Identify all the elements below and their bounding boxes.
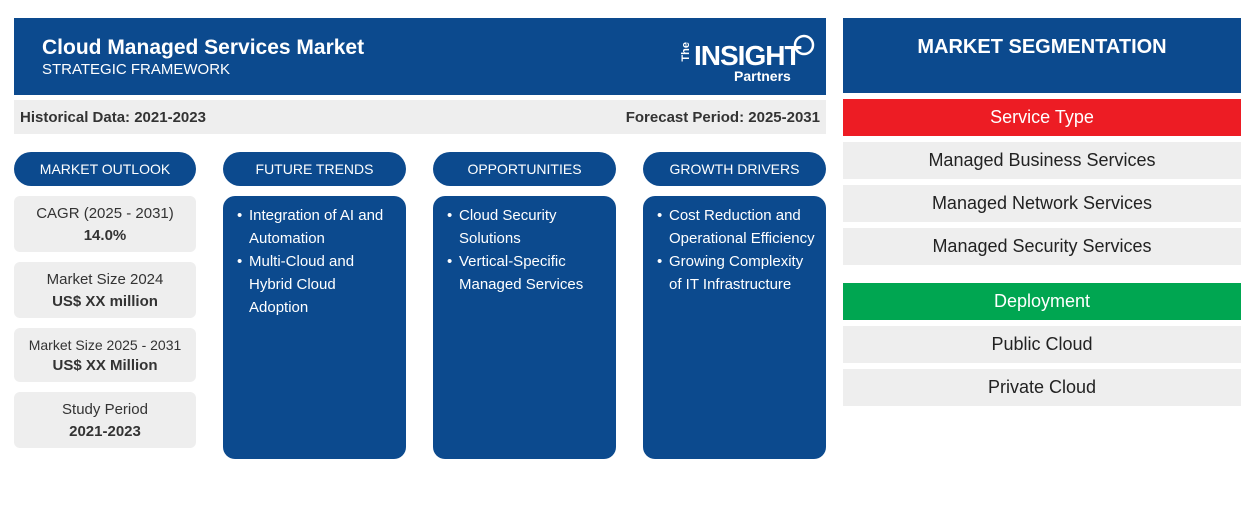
insight-partners-logo: The INSIGHT Partners [666,28,816,90]
list-item: Growing Complexity of IT Infrastructure [657,250,816,296]
list-item: Cloud Security Solutions [447,204,606,250]
stat-label: Market Size 2024 [46,271,164,288]
stat-label: Study Period [62,401,148,418]
future-trends-heading: FUTURE TRENDS [223,152,406,186]
stat-card-cagr: CAGR (2025 - 2031) 14.0% [14,196,196,252]
header-banner: Cloud Managed Services Market STRATEGIC … [14,18,826,95]
stat-label: Market Size 2025 - 2031 [28,337,182,353]
stat-value: US$ XX million [52,293,158,310]
lightbulb-icon [793,34,815,56]
market-outlook-heading: MARKET OUTLOOK [14,152,196,186]
segment-item: Private Cloud [843,369,1241,406]
stat-label: CAGR (2025 - 2031) [36,205,174,222]
logo-insight-text: INSIGHT [694,40,802,71]
stat-card-market-size-forecast: Market Size 2025 - 2031 US$ XX Million [14,328,196,382]
historical-data-label: Historical Data: 2021-2023 [20,109,206,126]
segment-item: Public Cloud [843,326,1241,363]
stat-value: US$ XX Million [52,357,158,374]
page-subtitle: STRATEGIC FRAMEWORK [42,61,231,78]
list-item: Integration of AI and Automation [237,204,396,250]
opportunities-panel: Cloud Security Solutions Vertical-Specif… [433,196,616,459]
growth-drivers-panel: Cost Reduction and Operational Efficienc… [643,196,826,459]
page-title: Cloud Managed Services Market [42,36,365,59]
market-segmentation-title: MARKET SEGMENTATION [843,18,1241,93]
opportunities-heading: OPPORTUNITIES [433,152,616,186]
list-item: Vertical-Specific Managed Services [447,250,606,296]
period-bar: Historical Data: 2021-2023 Forecast Peri… [14,100,826,134]
list-item: Multi-Cloud and Hybrid Cloud Adoption [237,250,396,319]
segment-item: Managed Business Services [843,142,1241,179]
stat-card-market-size-2024: Market Size 2024 US$ XX million [14,262,196,318]
segment-heading-service-type: Service Type [843,99,1241,136]
growth-drivers-heading: GROWTH DRIVERS [643,152,826,186]
list-item: Cost Reduction and Operational Efficienc… [657,204,816,250]
future-trends-panel: Integration of AI and Automation Multi-C… [223,196,406,459]
segment-heading-deployment: Deployment [843,283,1241,320]
segment-item: Managed Network Services [843,185,1241,222]
stat-value: 2021-2023 [69,423,141,440]
stat-value: 14.0% [83,227,127,244]
forecast-period-label: Forecast Period: 2025-2031 [625,109,820,126]
logo-the-text: The [680,42,692,62]
stat-card-study-period: Study Period 2021-2023 [14,392,196,448]
segment-item: Managed Security Services [843,228,1241,265]
logo-partners-text: Partners [734,68,791,84]
